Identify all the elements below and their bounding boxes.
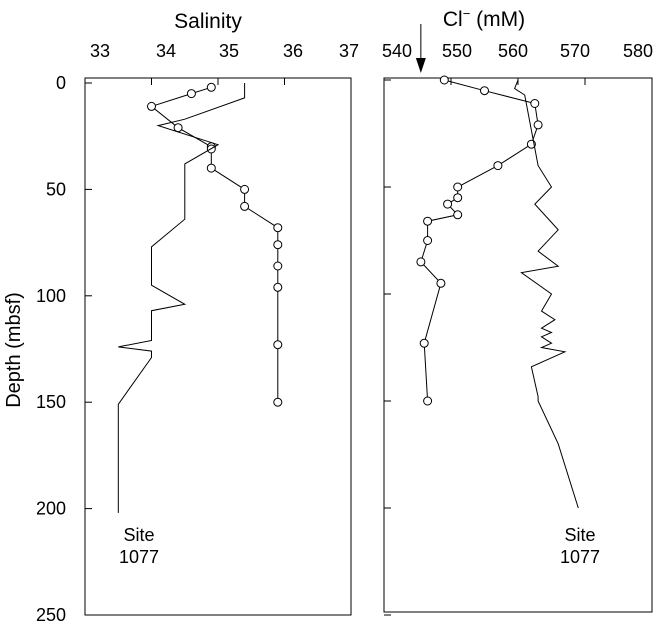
y-tick-label: 100 xyxy=(36,286,66,306)
chloride-data-point xyxy=(436,278,446,288)
salinity-axis-title: Salinity xyxy=(174,10,242,33)
chloride-x-tick-label: 540 xyxy=(382,41,412,61)
chloride-site-number: 1077 xyxy=(560,547,600,567)
y-axis-label: Depth (mbsf) xyxy=(3,292,25,408)
salinity-data-point xyxy=(273,261,283,271)
chloride-data-point xyxy=(453,193,463,203)
salinity-data-point xyxy=(206,163,216,173)
salinity-x-tick-label: 36 xyxy=(283,41,303,61)
chloride-data-point xyxy=(443,199,453,209)
y-tick-label: 150 xyxy=(36,392,66,412)
salinity-panel: Salinity 33 34 35 36 37 0 50 100 150 200 250 Site… xyxy=(36,10,359,625)
salinity-data-point xyxy=(147,101,156,111)
salinity-data-point xyxy=(186,89,196,99)
salinity-data-point xyxy=(240,184,250,194)
chloride-data-point xyxy=(530,99,540,108)
chloride-x-tick-label: 550 xyxy=(442,41,472,61)
y-tick-label: 250 xyxy=(36,605,66,625)
chloride-data-point xyxy=(453,210,463,220)
salinity-data-point xyxy=(273,340,283,350)
salinity-site-number: 1077 xyxy=(119,547,159,567)
chloride-data-point xyxy=(423,236,433,245)
y-tick-label: 0 xyxy=(56,73,66,93)
salinity-x-tick-label: 34 xyxy=(156,41,176,61)
chloride-panel: Cl− (mM) 540 550 560 570 580 Site 1077 xyxy=(382,6,653,616)
chloride-x-tick-label: 580 xyxy=(623,41,653,61)
chloride-axis-title: Cl− (mM) xyxy=(443,6,525,31)
salinity-x-tick-label: 37 xyxy=(339,41,359,61)
salinity-data-point xyxy=(273,240,283,250)
chloride-site-label: Site xyxy=(564,525,595,545)
salinity-series-1-line xyxy=(150,86,279,403)
reference-arrow-head xyxy=(415,58,426,73)
chloride-series-1-line xyxy=(420,79,539,402)
y-tick-label: 200 xyxy=(36,499,66,519)
chloride-data-point xyxy=(453,182,463,192)
chloride-data-point xyxy=(423,216,433,226)
y-tick-label: 50 xyxy=(46,179,66,199)
salinity-series-2-line xyxy=(117,83,246,513)
chloride-data-point xyxy=(493,161,503,171)
salinity-x-tick-label: 35 xyxy=(219,41,239,61)
salinity-data-point xyxy=(206,82,216,92)
salinity-x-tick-label: 33 xyxy=(90,41,110,61)
salinity-data-point xyxy=(273,282,283,292)
salinity-data-point xyxy=(240,201,250,211)
chloride-data-point xyxy=(419,338,429,348)
chloride-data-point xyxy=(533,120,543,130)
reference-arrow xyxy=(415,24,426,73)
chloride-data-point xyxy=(480,86,489,96)
chloride-series-2-line xyxy=(513,79,579,509)
chloride-x-tick-label: 560 xyxy=(498,41,528,61)
salinity-data-point xyxy=(273,223,283,233)
salinity-site-label: Site xyxy=(123,525,154,545)
chloride-data-point xyxy=(416,257,426,267)
chloride-data-point xyxy=(439,75,449,85)
chloride-x-tick-label: 570 xyxy=(560,41,590,61)
salinity-data-point xyxy=(273,397,283,407)
chloride-data-point xyxy=(423,396,433,406)
salinity-data-point xyxy=(173,123,183,133)
